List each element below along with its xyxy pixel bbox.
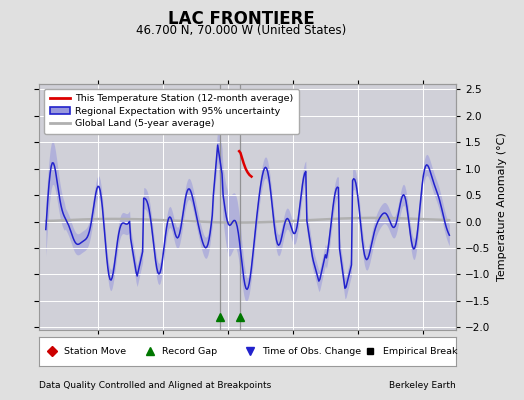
- Text: Time of Obs. Change: Time of Obs. Change: [262, 346, 361, 356]
- Text: LAC FRONTIERE: LAC FRONTIERE: [168, 10, 314, 28]
- Text: Station Move: Station Move: [64, 346, 126, 356]
- Text: Berkeley Earth: Berkeley Earth: [389, 381, 456, 390]
- Legend: This Temperature Station (12-month average), Regional Expectation with 95% uncer: This Temperature Station (12-month avera…: [44, 89, 299, 134]
- Text: Record Gap: Record Gap: [162, 346, 217, 356]
- Text: Empirical Break: Empirical Break: [383, 346, 457, 356]
- Text: Data Quality Controlled and Aligned at Breakpoints: Data Quality Controlled and Aligned at B…: [39, 381, 271, 390]
- Text: 46.700 N, 70.000 W (United States): 46.700 N, 70.000 W (United States): [136, 24, 346, 37]
- Y-axis label: Temperature Anomaly (°C): Temperature Anomaly (°C): [497, 133, 507, 281]
